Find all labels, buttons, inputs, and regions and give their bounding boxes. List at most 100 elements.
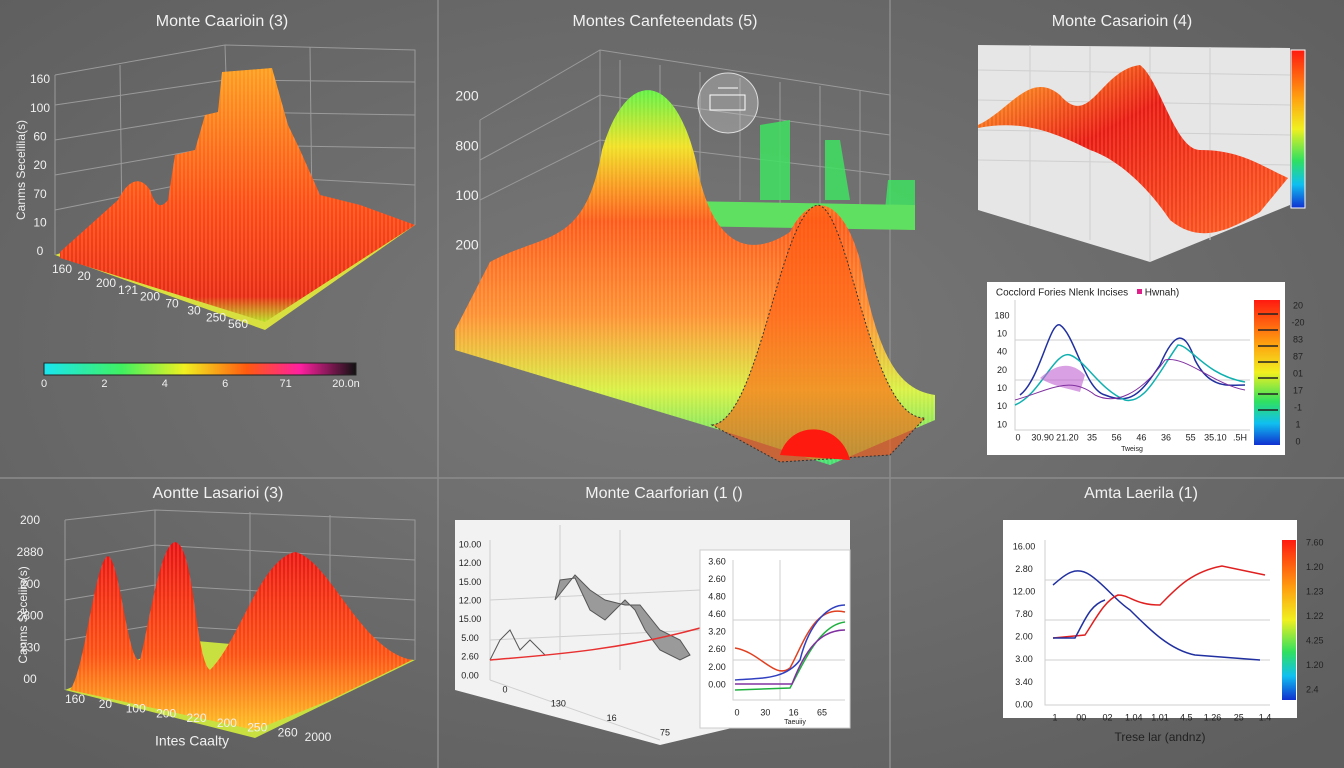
colorbar-tick-label: 0 bbox=[41, 378, 47, 390]
line-plot-5 bbox=[455, 520, 851, 745]
colorbar-tick-label: 2 bbox=[101, 378, 107, 390]
x-tick-label: 250 bbox=[206, 310, 226, 324]
y-tick-label: 12.00 bbox=[459, 596, 482, 606]
x-tick-label: 260 bbox=[278, 725, 298, 739]
y-tick-label: 2880 bbox=[17, 545, 44, 559]
legend-label: Hwnah) bbox=[1145, 288, 1179, 299]
colorbar-tick-label: 20.0n bbox=[332, 378, 360, 390]
x-tick-label: 1?1 bbox=[118, 283, 138, 297]
x-tick-label: 25 bbox=[1234, 712, 1244, 722]
y-tick-label: 70 bbox=[33, 187, 47, 201]
y-tick-label: 160 bbox=[30, 72, 50, 86]
x-tick-label: 1 bbox=[1052, 712, 1057, 722]
x-tick-label: 0 bbox=[502, 684, 507, 694]
y-tick-label: 10 bbox=[997, 401, 1007, 411]
x-tick-label: 65 bbox=[817, 707, 827, 717]
y-tick-label: 2800 bbox=[17, 609, 44, 623]
y-tick-label: 20 bbox=[33, 158, 47, 172]
y-tick-label: 10 bbox=[997, 383, 1007, 393]
x-tick-label: 36 bbox=[1161, 432, 1171, 442]
y-tick-label: 2.00 bbox=[708, 662, 726, 672]
panel-title: Montes Canfeteendats (5) bbox=[573, 13, 758, 30]
legend-tick-label: 87 bbox=[1293, 351, 1303, 361]
y-tick-label: 00 bbox=[23, 672, 37, 686]
x-tick-label: 16 bbox=[607, 713, 617, 723]
y-tick-label: 7.80 bbox=[1015, 609, 1033, 619]
y-tick-label: 10 bbox=[997, 419, 1007, 429]
x-tick-label: 20 bbox=[77, 269, 91, 283]
y-tick-label: 3.00 bbox=[1015, 654, 1033, 664]
x-tick-label: 30.90 bbox=[1031, 432, 1054, 442]
colorbar bbox=[43, 362, 357, 376]
y-tick-label: 3.40 bbox=[1015, 677, 1033, 687]
legend-tick-label: 83 bbox=[1293, 334, 1303, 344]
legend-tick-label: 20 bbox=[1293, 300, 1303, 310]
x-tick-label: 160 bbox=[65, 692, 85, 706]
x-tick-label: 220 bbox=[186, 711, 206, 725]
y-tick-label: 3.60 bbox=[708, 556, 726, 566]
colorbar-tick-label: 1.20 bbox=[1306, 660, 1324, 670]
y-tick-label: 10 bbox=[33, 216, 47, 230]
surface-plot-2 bbox=[455, 49, 935, 466]
y-tick-label: 10.00 bbox=[459, 539, 482, 549]
colorbar-tick-label: 1.23 bbox=[1306, 586, 1324, 596]
x-axis-title: Trese lar (andnz) bbox=[1115, 730, 1206, 744]
y-tick-label: 200 bbox=[455, 237, 479, 253]
x-tick-label: 55 bbox=[1186, 432, 1196, 442]
x-tick-label: 160 bbox=[52, 262, 72, 276]
y-tick-label: 2.60 bbox=[461, 652, 479, 662]
x-tick-label: 0 bbox=[1015, 432, 1020, 442]
x-tick-label: 02 bbox=[1102, 712, 1112, 722]
x-tick-label: 200 bbox=[217, 716, 237, 730]
x-axis-title: Taeuiiy bbox=[784, 719, 806, 726]
y-tick-label: 5.00 bbox=[461, 633, 479, 643]
x-tick-label: 250 bbox=[247, 721, 267, 735]
legend-tick-label: -20 bbox=[1291, 317, 1304, 327]
legend-tick-label: 01 bbox=[1293, 368, 1303, 378]
surface-plot-1 bbox=[43, 44, 416, 376]
x-tick-label: 16 bbox=[789, 707, 799, 717]
x-tick-label: 00 bbox=[1076, 712, 1086, 722]
surface-plot-3 bbox=[977, 45, 1306, 455]
colorbar-tick-label: 71 bbox=[279, 378, 291, 390]
y-tick-label: 3.20 bbox=[708, 627, 726, 637]
x-tick-label: 4.5 bbox=[1180, 712, 1193, 722]
x-tick-label: 560 bbox=[228, 317, 248, 331]
x-tick-label: 200 bbox=[140, 290, 160, 304]
colorbar-tick-label: 4 bbox=[162, 378, 168, 390]
x-tick-label: 1.4 bbox=[1259, 712, 1272, 722]
x-axis-title: Intes Caalty bbox=[155, 733, 229, 749]
panel-title: Monte Caarforian (1 () bbox=[585, 485, 742, 502]
colorbar-tick-label: 4.25 bbox=[1306, 635, 1324, 645]
surface-plot-4 bbox=[64, 509, 416, 738]
x-tick-label: .5H bbox=[1233, 432, 1247, 442]
x-tick-label: 200 bbox=[96, 276, 116, 290]
colorbar-tick-label: 1.22 bbox=[1306, 611, 1324, 621]
x-tick-label: 1.01 bbox=[1151, 712, 1169, 722]
x-tick-label: 0 bbox=[734, 707, 739, 717]
y-tick-label: 0.00 bbox=[1015, 699, 1033, 709]
y-tick-label: 200 bbox=[455, 88, 479, 104]
y-tick-label: 0.00 bbox=[461, 670, 479, 680]
y-tick-label: 40 bbox=[997, 347, 1007, 357]
y-tick-label: 2.80 bbox=[1015, 564, 1033, 574]
x-tick-label: 30 bbox=[187, 303, 201, 317]
legend-tick-label: 1 bbox=[1295, 419, 1300, 429]
x-tick-label: 35.10 bbox=[1204, 432, 1227, 442]
panel-title: Aontte Lasarioi (3) bbox=[153, 485, 284, 502]
x-axis-title: Tweisg bbox=[1121, 446, 1143, 453]
y-tick-label: 15.00 bbox=[459, 577, 482, 587]
y-axis-title: Canms Secelilia(s) bbox=[14, 120, 28, 220]
y-tick-label: 100 bbox=[455, 187, 479, 203]
x-tick-label: 21.20 bbox=[1056, 432, 1079, 442]
colorbar-tick-label: 2.4 bbox=[1306, 684, 1319, 694]
colorbar-tick-label: 6 bbox=[222, 378, 228, 390]
legend-tick-label: 0 bbox=[1295, 436, 1300, 446]
line-plot-6 bbox=[1003, 520, 1297, 718]
y-tick-label: 2.00 bbox=[1015, 632, 1033, 642]
y-tick-label: 4.80 bbox=[708, 592, 726, 602]
x-tick-label: 46 bbox=[1136, 432, 1146, 442]
x-tick-label: 56 bbox=[1112, 432, 1122, 442]
y-tick-label: 100 bbox=[30, 101, 50, 115]
